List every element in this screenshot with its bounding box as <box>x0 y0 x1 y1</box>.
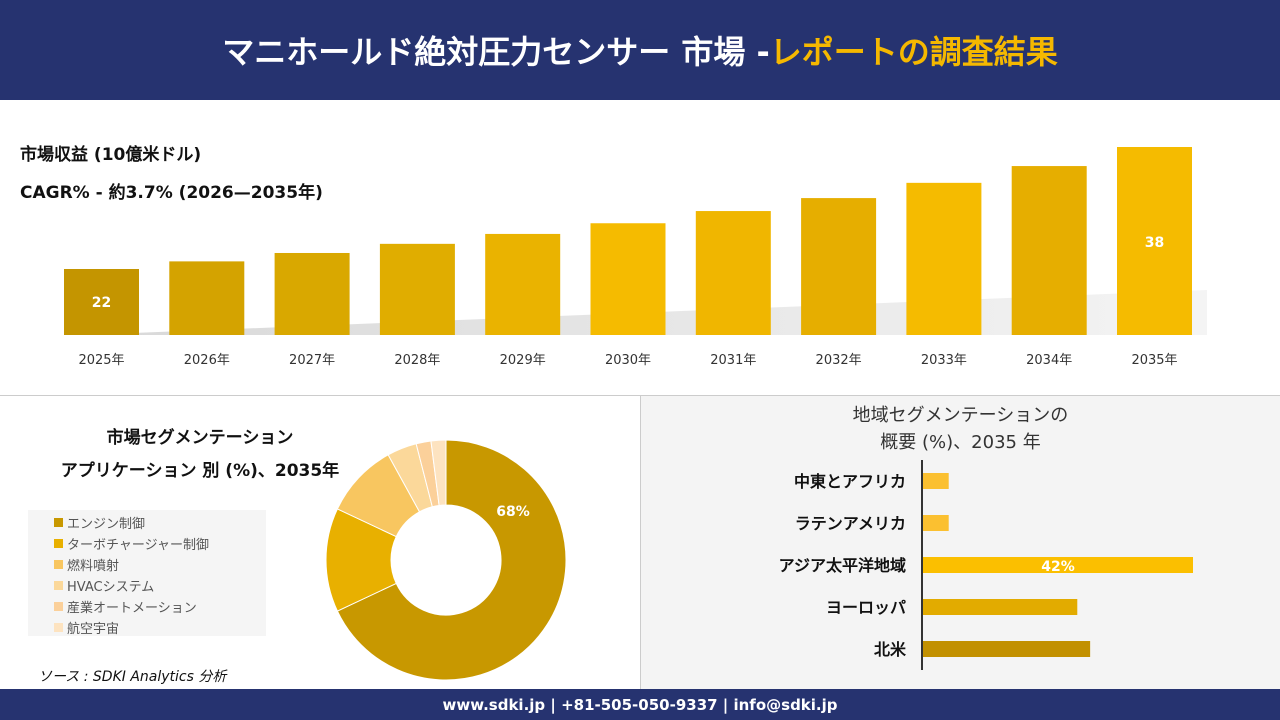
bar-2026年 <box>169 261 245 335</box>
region-label: 北米 <box>874 640 907 659</box>
application-donut-chart: 68% <box>325 439 567 680</box>
legend-item: エンジン制御 <box>54 512 266 533</box>
legend-label: 産業オートメーション <box>67 601 197 616</box>
legend-label: 航空宇宙 <box>67 622 120 637</box>
x-tick-label: 2035年 <box>1131 353 1177 368</box>
x-tick-label: 2030年 <box>605 353 651 368</box>
bar-2025年 <box>64 269 139 335</box>
segment-title: 市場セグメンテーション アプリケーション 別 (%)、2035年 <box>20 422 380 488</box>
region-bar <box>923 641 1091 657</box>
region-title: 地域セグメンテーションの 概要 (%)、2035 年 <box>641 402 1280 456</box>
page-title-highlight: レポートの調査結果 <box>769 33 1058 71</box>
segment-title-line2: アプリケーション 別 (%)、2035年 <box>60 461 340 481</box>
bar-2028年 <box>379 243 455 335</box>
legend-item: HVACシステム <box>54 575 266 596</box>
region-bar <box>923 515 949 531</box>
legend-swatch <box>54 602 63 611</box>
bar-2033年 <box>906 182 982 335</box>
bar-data-label: 38 <box>1145 235 1164 251</box>
x-tick-label: 2034年 <box>1026 353 1072 368</box>
segment-legend: エンジン制御ターボチャージャー制御 燃料噴射 HVACシステム産業オートメーション航… <box>28 510 266 638</box>
footer-contact: www.sdki.jp | +81-505-050-9337 | info@sd… <box>0 689 1280 720</box>
legend-item: 燃料噴射 <box>54 554 266 575</box>
x-tick-label: 2027年 <box>289 353 335 368</box>
legend-swatch <box>54 560 63 569</box>
region-label: ラテンアメリカ <box>795 514 906 533</box>
bar-2034年 <box>1011 166 1087 335</box>
region-bar <box>923 557 1193 573</box>
bar-2030年 <box>590 223 666 335</box>
legend-swatch <box>54 581 63 590</box>
legend-label: 燃料噴射 <box>67 559 120 574</box>
x-tick-label: 2028年 <box>394 353 440 368</box>
page-title: マニホールド絶対圧力センサー 市場 - <box>222 33 770 71</box>
source-note: ソース : SDKI Analytics 分析 <box>38 669 227 685</box>
region-label: ヨーロッパ <box>826 598 906 617</box>
bar-2032年 <box>801 198 877 335</box>
region-panel: 地域セグメンテーションの 概要 (%)、2035 年 中東とアフリカ ラテンアメリ… <box>640 396 1280 689</box>
donut-slice-5 <box>430 439 447 506</box>
region-bar <box>923 599 1078 615</box>
legend-swatch <box>54 623 63 632</box>
region-data-label: 42% <box>1041 559 1075 575</box>
revenue-bar-chart: 2025年 22 2026年 2027年 2028年 2029年 2030年 2031年 203… <box>64 147 1207 368</box>
donut-data-label: 68% <box>496 504 530 520</box>
cagr-label: CAGR% - 約3.7% (2026—2035年) <box>20 183 323 203</box>
region-label: 中東とアフリカ <box>794 472 906 491</box>
legend-label: ターボチャージャー制御 <box>67 538 209 553</box>
bar-2027年 <box>274 252 350 335</box>
legend-swatch <box>54 539 63 548</box>
x-tick-label: 2031年 <box>710 353 756 368</box>
segment-title-line1: 市場セグメンテーション <box>106 428 294 448</box>
bar-2031年 <box>695 211 771 335</box>
bar-2029年 <box>485 233 561 335</box>
region-bar <box>923 473 949 489</box>
region-title-line2: 概要 (%)、2035 年 <box>880 432 1041 453</box>
x-tick-label: 2033年 <box>921 353 967 368</box>
x-tick-label: 2032年 <box>816 353 862 368</box>
x-tick-label: 2029年 <box>500 353 546 368</box>
x-tick-label: 2025年 <box>78 353 124 368</box>
region-title-line1: 地域セグメンテーションの <box>852 405 1069 426</box>
legend-label: エンジン制御 <box>67 517 146 532</box>
donut-slice-0 <box>336 439 567 680</box>
region-label: アジア太平洋地域 <box>779 556 906 575</box>
legend-swatch <box>54 518 63 527</box>
divider <box>0 395 1280 396</box>
bar-2035年 <box>1117 147 1192 335</box>
header-banner: マニホールド絶対圧力センサー 市場 - レポートの調査結果 <box>0 0 1280 100</box>
bar-data-label: 22 <box>92 295 111 311</box>
legend-label: HVACシステム <box>67 580 155 595</box>
legend-item: 産業オートメーション <box>54 596 266 617</box>
x-tick-label: 2026年 <box>184 353 230 368</box>
legend-item: 航空宇宙 <box>54 617 266 638</box>
revenue-title: 市場収益 (10億米ドル) <box>20 145 202 165</box>
legend-item: ターボチャージャー制御 <box>54 533 266 554</box>
